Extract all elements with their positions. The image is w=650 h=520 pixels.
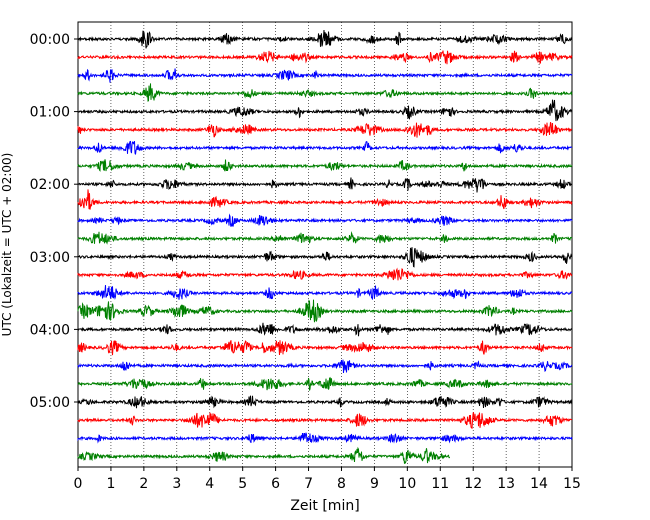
trace-0215	[77, 189, 573, 210]
y-axis-label: UTC (Lokalzeit = UTC + 02:00)	[0, 153, 14, 337]
trace-0445	[77, 376, 573, 391]
trace-0015	[77, 50, 573, 65]
y-tick-label: 01:00	[30, 105, 70, 121]
y-tick-label: 03:00	[30, 250, 70, 266]
trace-0115	[77, 122, 572, 138]
trace-0045	[77, 83, 573, 102]
y-tick-label: 00:00	[30, 32, 70, 48]
trace-0545	[77, 446, 450, 464]
trace-0400	[77, 322, 573, 337]
trace-group	[77, 29, 573, 464]
trace-0330	[77, 285, 573, 300]
x-tick-label: 6	[271, 476, 280, 492]
x-tick-label: 4	[205, 476, 214, 492]
trace-0100	[77, 99, 573, 122]
x-tick-label: 12	[464, 476, 482, 492]
x-grid	[110, 22, 540, 467]
x-tick-label: 15	[563, 476, 581, 492]
trace-0430	[77, 359, 573, 374]
trace-0145	[77, 159, 573, 172]
trace-0515	[77, 412, 573, 430]
x-tick-label: 13	[497, 476, 515, 492]
trace-0345	[77, 299, 573, 323]
x-tick-label: 8	[337, 476, 346, 492]
trace-0000	[77, 29, 573, 49]
x-tick-label: 0	[74, 476, 83, 492]
x-tick-label: 11	[431, 476, 449, 492]
x-axis-label: Zeit [min]	[290, 498, 359, 514]
x-axis: 0 1 2 3 4 5 6 7 8 9 10 11 12 13 14 15	[74, 467, 581, 492]
x-tick-label: 1	[106, 476, 115, 492]
x-tick-label: 9	[370, 476, 379, 492]
trace-0130	[77, 140, 573, 155]
x-tick-label: 2	[139, 476, 148, 492]
trace-0300	[77, 247, 573, 268]
y-axis: 00:00 01:00 02:00 03:00 04:00 05:00	[30, 32, 78, 411]
trace-0315	[77, 267, 573, 281]
trace-0200	[77, 177, 573, 193]
trace-0030	[77, 68, 573, 83]
y-tick-label: 05:00	[30, 395, 70, 411]
trace-0245	[77, 231, 573, 245]
trace-0230	[77, 213, 573, 227]
y-tick-label: 02:00	[30, 177, 70, 193]
y-tick-label: 04:00	[30, 322, 70, 338]
x-tick-label: 5	[238, 476, 247, 492]
x-tick-label: 14	[530, 476, 548, 492]
x-tick-label: 7	[304, 476, 313, 492]
x-tick-label: 10	[398, 476, 416, 492]
trace-0530	[77, 432, 573, 444]
plot-frame	[77, 21, 573, 468]
trace-0500	[77, 395, 573, 409]
x-tick-label: 3	[172, 476, 181, 492]
trace-0415	[77, 340, 573, 356]
